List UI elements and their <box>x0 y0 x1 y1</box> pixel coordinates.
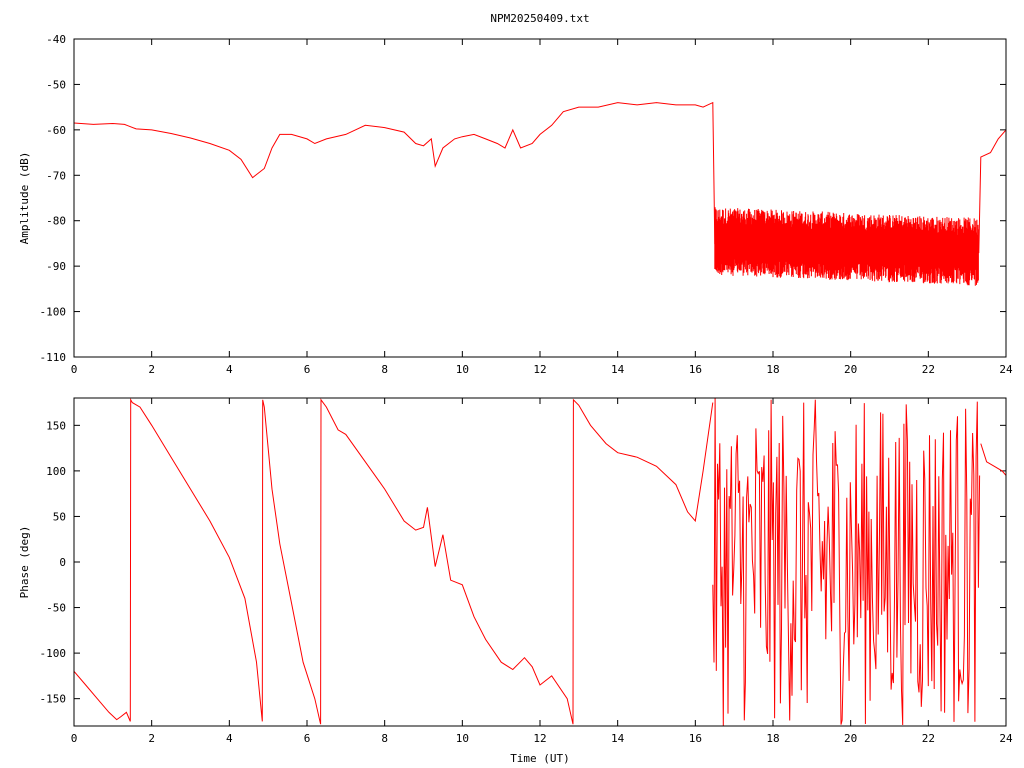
phase-y-tick-label: 100 <box>46 465 66 478</box>
phase-x-tick-label: 14 <box>611 732 625 745</box>
phase-plot-frame <box>73 397 1007 727</box>
phase-axis-label: Phase (deg) <box>18 526 31 599</box>
amplitude-x-tick-label: 14 <box>611 363 625 376</box>
amplitude-series-line <box>73 101 1007 254</box>
phase-y-tick-label: 50 <box>53 510 66 523</box>
amplitude-y-tick-label: -50 <box>46 78 66 91</box>
phase-y-tick-label: 0 <box>59 556 66 569</box>
bottom-tick-labels: 0 2 4 6 8 10 12 14 16 18 20 22 24150100500-50-100-15… <box>40 419 1013 745</box>
amplitude-x-tick-label: 22 <box>922 363 935 376</box>
amplitude-x-tick-label: 16 <box>689 363 702 376</box>
amplitude-x-tick-label: 12 <box>533 363 546 376</box>
amplitude-x-tick-label: 0 <box>71 363 78 376</box>
phase-x-tick-label: 8 <box>381 732 388 745</box>
amplitude-noise-band <box>714 207 979 286</box>
phase-x-tick-label: 12 <box>533 732 546 745</box>
phase-x-tick-label: 20 <box>844 732 857 745</box>
phase-y-tick-label: -150 <box>40 693 67 706</box>
amplitude-y-tick-label: -90 <box>46 260 66 273</box>
phase-noise-line <box>712 398 981 726</box>
phase-tail-line <box>980 443 1007 476</box>
amplitude-x-tick-label: 24 <box>999 363 1013 376</box>
phase-x-tick-label: 24 <box>999 732 1013 745</box>
phase-series-line <box>73 397 714 725</box>
amplitude-x-tick-label: 10 <box>456 363 469 376</box>
phase-x-tick-label: 2 <box>148 732 155 745</box>
phase-x-tick-label: 22 <box>922 732 935 745</box>
amplitude-y-tick-label: -80 <box>46 215 66 228</box>
phase-x-tick-label: 6 <box>304 732 311 745</box>
amplitude-axis-label: Amplitude (dB) <box>18 152 31 245</box>
amplitude-y-tick-label: -110 <box>40 351 67 364</box>
phase-noise-segment <box>712 398 1007 726</box>
phase-y-tick-label: -50 <box>46 602 66 615</box>
phase-x-tick-label: 0 <box>71 732 78 745</box>
amplitude-x-tick-label: 4 <box>226 363 233 376</box>
amplitude-x-tick-label: 8 <box>381 363 388 376</box>
amplitude-x-tick-label: 20 <box>844 363 857 376</box>
top-tick-labels: 0 2 4 6 8 10 12 14 16 18 20 22 24-40-50-60-70-80-90-… <box>40 33 1013 376</box>
amplitude-y-tick-label: -60 <box>46 124 66 137</box>
amplitude-x-tick-label: 2 <box>148 363 155 376</box>
amplitude-y-tick-label: -40 <box>46 33 66 46</box>
phase-x-tick-label: 16 <box>689 732 702 745</box>
phase-y-tick-label: 150 <box>46 419 66 432</box>
amplitude-x-tick-label: 6 <box>304 363 311 376</box>
phase-y-tick-label: -100 <box>40 647 67 660</box>
phase-x-tick-label: 4 <box>226 732 233 745</box>
amplitude-plot-frame <box>73 38 1007 358</box>
time-axis-label: Time (UT) <box>510 752 570 765</box>
amplitude-y-tick-label: -70 <box>46 169 66 182</box>
top-axis-ticks <box>73 38 1007 358</box>
amplitude-y-tick-label: -100 <box>40 306 67 319</box>
chart-title: NPM20250409.txt <box>490 12 589 25</box>
phase-x-tick-label: 10 <box>456 732 469 745</box>
amplitude-x-tick-label: 18 <box>766 363 779 376</box>
phase-x-tick-label: 18 <box>766 732 779 745</box>
